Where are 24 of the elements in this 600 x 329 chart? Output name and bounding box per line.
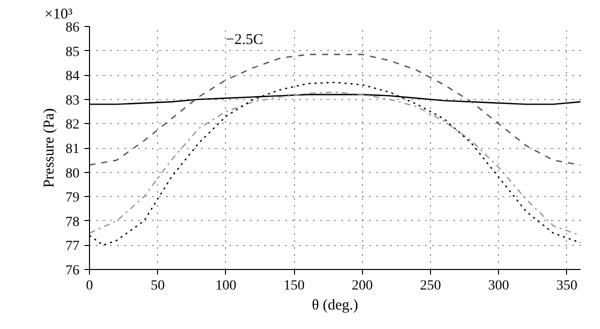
x-tick-label: 150 — [284, 278, 305, 294]
y-tick-label: 80 — [66, 166, 80, 182]
x-tick-label: 50 — [150, 278, 165, 294]
x-tick-label: 100 — [215, 278, 236, 294]
x-axis-title: θ (deg.) — [312, 298, 358, 314]
y-axis-title: Pressure (Pa) — [42, 108, 58, 188]
annotation: −2.5C — [226, 32, 264, 48]
x-tick-label: 350 — [556, 278, 578, 294]
y-tick-label: 76 — [66, 264, 80, 278]
x-tick-label: 0 — [86, 278, 93, 294]
y-tick-label: 78 — [66, 214, 80, 230]
y-tick-label: 84 — [66, 69, 80, 84]
text: ×10³ — [44, 6, 73, 22]
x-tick-label: 250 — [420, 278, 441, 294]
x-tick-label: 200 — [352, 278, 373, 294]
y-tick-label: 79 — [66, 190, 80, 206]
y-tick-label: 81 — [66, 142, 80, 157]
y-tick-label: 82 — [66, 118, 80, 133]
x-tick-label: 300 — [488, 278, 510, 294]
line-series — [90, 54, 580, 166]
y-tick-label: 83 — [66, 93, 80, 108]
y-tick-label: 85 — [66, 44, 80, 60]
y-tick-label: 86 — [66, 20, 80, 36]
y-tick-label: 77 — [66, 239, 80, 254]
